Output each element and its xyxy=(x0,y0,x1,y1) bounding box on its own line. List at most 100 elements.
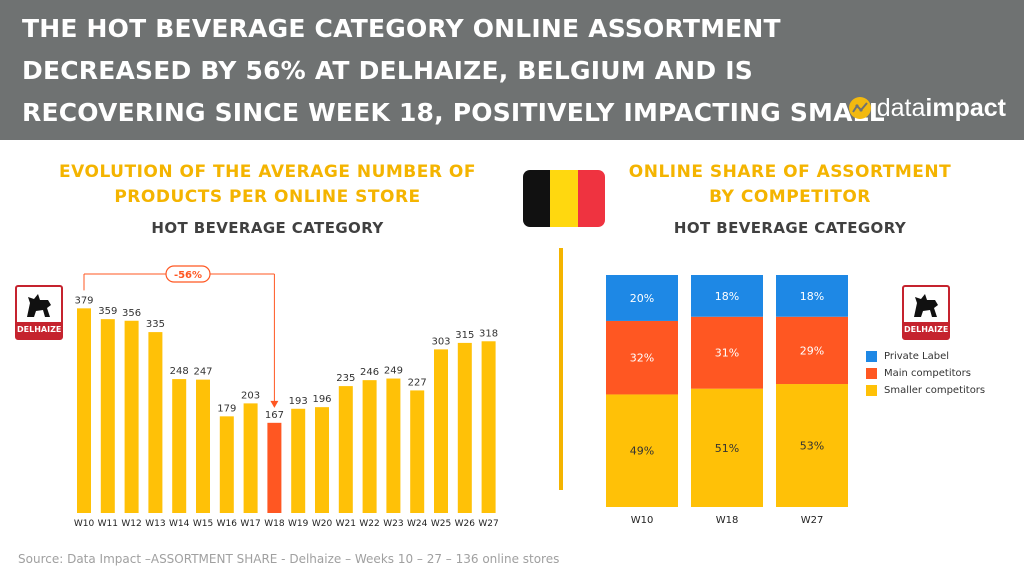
bar-w19 xyxy=(291,408,306,513)
header-banner: THE HOT BEVERAGE CATEGORY ONLINE ASSORTM… xyxy=(0,0,1024,140)
value-label-w16: 179 xyxy=(217,403,236,414)
tick-label-w13: W13 xyxy=(145,519,165,529)
dataimpact-logo: dataimpact xyxy=(848,93,1006,123)
bar-w17 xyxy=(243,403,258,513)
value-label-w27: 318 xyxy=(479,328,498,339)
value-label-w20: 196 xyxy=(312,394,331,405)
tick-label-w11: W11 xyxy=(98,519,118,529)
value-label-w24: 227 xyxy=(408,377,427,388)
tick-label-w14: W14 xyxy=(169,519,190,529)
segment-private-w18 xyxy=(691,275,763,317)
left-chart-subtitle: HOT BEVERAGE CATEGORY xyxy=(151,219,384,237)
tick-label-w25: W25 xyxy=(431,519,451,529)
bar-w11 xyxy=(100,319,115,513)
value-label-w12: 356 xyxy=(122,308,141,319)
segment-label-private-w18: 18% xyxy=(715,290,739,303)
bar-w16 xyxy=(219,416,234,513)
tick-label-w24: W24 xyxy=(407,519,428,529)
source-note: Source: Data Impact –ASSORTMENT SHARE - … xyxy=(18,552,560,566)
legend-item-main-competitors: Main competitors xyxy=(866,365,985,382)
delhaize-logo-left: DELHAIZE xyxy=(15,285,63,340)
segment-label-main-w10: 32% xyxy=(630,352,654,365)
bar-w14 xyxy=(172,379,187,513)
delhaize-label: DELHAIZE xyxy=(17,322,61,338)
delhaize-logo-right: DELHAIZE xyxy=(902,285,950,340)
segment-smaller-w10 xyxy=(606,394,678,507)
bar-w18 xyxy=(267,422,282,513)
left-chart-title: EVOLUTION OF THE AVERAGE NUMBER OF PRODU… xyxy=(59,162,476,207)
value-label-w21: 235 xyxy=(336,373,355,384)
segment-private-w10 xyxy=(606,275,678,321)
legend-label: Private Label xyxy=(884,351,950,362)
bar-w15 xyxy=(196,379,210,513)
flag-stripe-red xyxy=(577,170,605,227)
bar-w10 xyxy=(77,308,91,513)
tick-label-w27: W27 xyxy=(478,519,498,529)
tick-label-w26: W26 xyxy=(455,519,476,529)
segment-main-w10 xyxy=(606,320,678,395)
bar-w26 xyxy=(457,342,472,513)
legend-label: Smaller competitors xyxy=(884,385,986,396)
bar-w20 xyxy=(315,407,329,513)
right-chart-title: ONLINE SHARE OF ASSORTMENT BY COMPETITOR xyxy=(628,162,952,207)
annotation-arrowhead xyxy=(270,400,279,408)
segment-label-smaller-w27: 53% xyxy=(800,440,824,453)
flag-stripe-yellow xyxy=(550,170,578,227)
value-label-w25: 303 xyxy=(431,336,450,347)
legend-label: Main competitors xyxy=(884,368,971,379)
tick-label-w20: W20 xyxy=(312,519,333,529)
tick-label-w23: W23 xyxy=(383,519,403,529)
share-stacked-chart: 49% 32% 20% W10 51% 31% 18% W18 53% 29% 18% W27 xyxy=(606,275,848,526)
legend-swatch xyxy=(866,351,877,362)
segment-label-private-w27: 18% xyxy=(800,290,824,303)
segment-label-main-w27: 29% xyxy=(800,344,824,357)
value-label-w26: 315 xyxy=(455,330,474,341)
segment-label-main-w18: 31% xyxy=(715,347,739,360)
segment-label-private-w10: 20% xyxy=(630,292,654,305)
annotation-pill xyxy=(165,265,211,283)
tick-label-w10: W10 xyxy=(74,519,95,529)
segment-main-w18 xyxy=(691,316,763,389)
value-label-w10: 379 xyxy=(74,295,93,306)
bar-w22 xyxy=(362,380,377,513)
flag-stripe-black xyxy=(523,170,551,227)
tick-label-w15: W15 xyxy=(193,519,213,529)
legend-item-smaller-competitors: Smaller competitors xyxy=(866,382,985,399)
value-label-w17: 203 xyxy=(241,390,260,401)
legend-swatch xyxy=(866,385,877,396)
delhaize-label: DELHAIZE xyxy=(904,322,948,338)
value-label-w11: 359 xyxy=(98,306,117,317)
value-label-w13: 335 xyxy=(146,319,165,330)
tick-label-w12: W12 xyxy=(121,519,141,529)
segment-main-w27 xyxy=(776,316,848,385)
lion-icon xyxy=(914,294,938,317)
logo-text-data: data xyxy=(876,93,926,122)
tick-label-w22: W22 xyxy=(359,519,379,529)
segment-private-w27 xyxy=(776,275,848,317)
value-label-w18: 167 xyxy=(265,410,284,421)
legend-item-private-label: Private Label xyxy=(866,348,985,365)
tick-label-w17: W17 xyxy=(240,519,260,529)
value-label-w19: 193 xyxy=(289,396,308,407)
tick-label-w27: W27 xyxy=(801,515,824,526)
annotation-label: -56% xyxy=(174,270,202,281)
segment-smaller-w27 xyxy=(776,384,848,507)
trend-line-icon xyxy=(848,97,871,119)
bar-w13 xyxy=(148,332,163,513)
bar-w24 xyxy=(410,390,425,513)
tick-label-w18: W18 xyxy=(264,519,285,529)
bar-w23 xyxy=(386,378,401,513)
segment-label-smaller-w10: 49% xyxy=(630,445,654,458)
segment-smaller-w18 xyxy=(691,388,763,507)
bar-w25 xyxy=(434,349,448,513)
logo-text-impact: impact xyxy=(925,93,1006,122)
belgium-flag-icon xyxy=(523,170,605,227)
bar-w21 xyxy=(338,386,353,513)
chart-legend: Private Label Main competitors Smaller c… xyxy=(866,348,985,399)
bar-w12 xyxy=(124,320,139,513)
panel-divider xyxy=(559,248,563,490)
value-label-w14: 248 xyxy=(170,366,189,377)
right-chart-subtitle: HOT BEVERAGE CATEGORY xyxy=(673,219,907,237)
value-label-w15: 247 xyxy=(193,367,212,378)
value-label-w23: 249 xyxy=(384,366,403,377)
